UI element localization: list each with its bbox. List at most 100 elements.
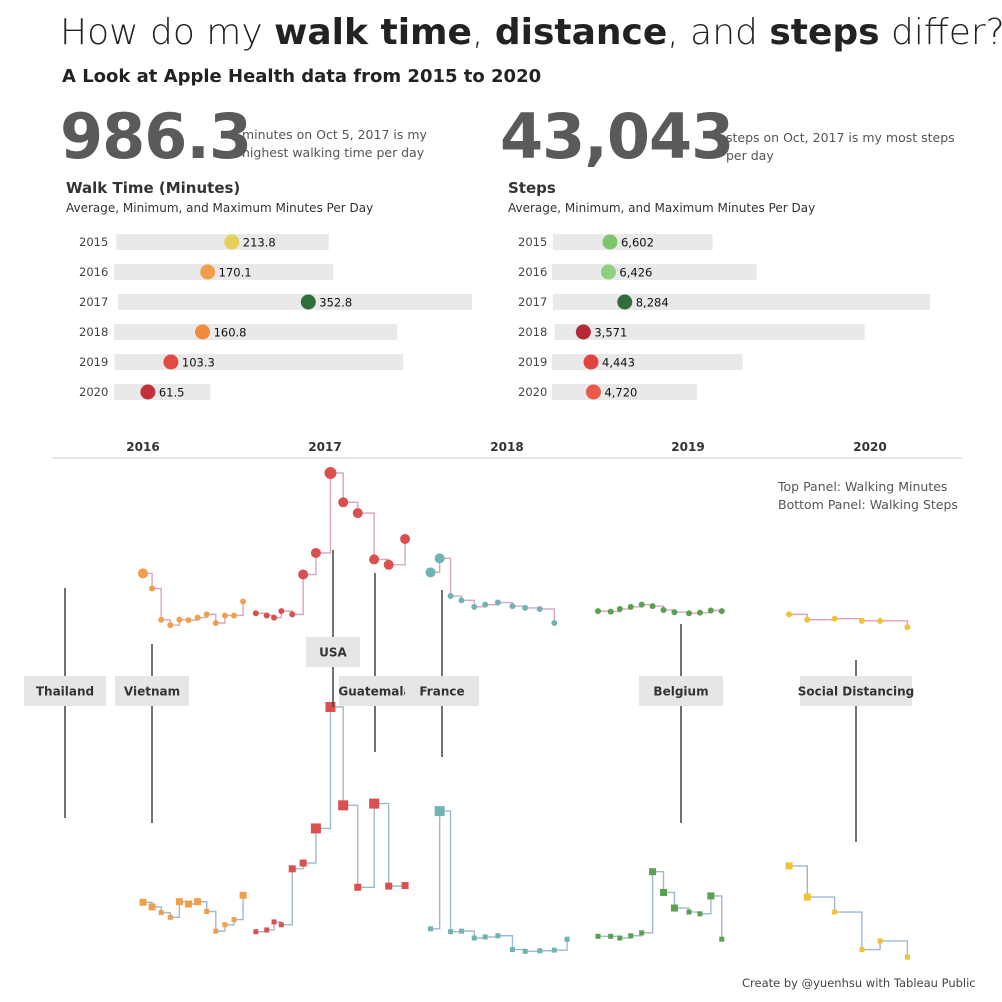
minutes-point	[324, 467, 337, 479]
steps-year-label: 2015	[518, 235, 547, 249]
annotation-box	[24, 676, 106, 706]
walk-avg-label: 213.8	[243, 236, 276, 250]
annotation-label: Social Distancing	[798, 685, 914, 699]
steps-point	[278, 922, 284, 928]
steps-point	[310, 823, 321, 834]
walk-panel-subtitle: Average, Minimum, and Maximum Minutes Pe…	[66, 201, 374, 215]
minutes-point	[616, 605, 623, 612]
axis-year-label: 2019	[671, 440, 704, 454]
steps-point	[639, 930, 645, 936]
annotation-box	[115, 676, 189, 706]
title-part-4: , and	[667, 12, 770, 53]
walk-kpi-value: 986.3	[60, 100, 252, 173]
steps-point	[185, 900, 192, 908]
minutes-point	[252, 610, 259, 617]
steps-point	[148, 903, 156, 911]
minutes-point	[167, 622, 174, 629]
minutes-point	[203, 611, 210, 618]
walk-avg-label: 61.5	[159, 386, 185, 400]
steps-avg-dot	[583, 354, 599, 370]
steps-point	[158, 910, 164, 916]
steps-point	[551, 947, 557, 953]
steps-avg-dot	[585, 384, 601, 400]
walk-range-bar	[114, 354, 404, 370]
steps-point	[448, 929, 454, 935]
title-part-0: How do my	[60, 12, 275, 53]
steps-point	[522, 948, 528, 954]
walk-avg-dot	[200, 264, 216, 280]
steps-point	[204, 909, 210, 915]
title-part-5: steps	[769, 12, 880, 53]
walk-panel-title: Walk Time (Minutes)	[66, 179, 241, 197]
steps-point	[175, 898, 183, 906]
steps-point	[194, 898, 202, 906]
minutes-step-line-2016	[143, 572, 244, 626]
steps-point	[877, 938, 883, 944]
minutes-point	[425, 567, 436, 578]
minutes-point	[176, 616, 183, 623]
steps-point	[628, 933, 634, 939]
annotation-box	[306, 637, 360, 667]
walk-year-label: 2015	[79, 235, 108, 249]
walk-avg-dot	[300, 294, 316, 310]
steps-kpi-desc-line2: per day	[726, 148, 774, 163]
steps-point	[385, 882, 393, 890]
steps-year-label: 2018	[518, 325, 547, 339]
minutes-point	[231, 612, 237, 619]
steps-point	[649, 868, 657, 876]
minutes-point	[660, 607, 667, 614]
annotation-label: Belgium	[653, 685, 708, 699]
annotation-label: USA	[319, 646, 347, 660]
walk-range-bar	[117, 294, 473, 310]
steps-point	[859, 947, 865, 953]
minutes-point	[447, 593, 454, 600]
title-part-2: ,	[471, 12, 495, 53]
steps-avg-dot	[600, 264, 616, 280]
steps-year-label: 2017	[518, 295, 547, 309]
steps-year-label: 2019	[518, 355, 547, 369]
minutes-point	[240, 598, 247, 605]
axis-year-label: 2017	[308, 440, 341, 454]
minutes-point	[494, 599, 501, 606]
steps-step-line-2019	[598, 870, 723, 940]
page-title: How do my walk time, distance, and steps…	[60, 12, 1002, 53]
minutes-point	[338, 497, 349, 508]
minutes-point	[786, 611, 793, 618]
title-part-3: distance	[494, 12, 668, 53]
steps-point	[222, 922, 228, 928]
steps-point	[253, 929, 259, 935]
steps-point	[239, 891, 247, 899]
steps-point	[471, 935, 477, 941]
minutes-point	[289, 611, 296, 618]
steps-step-line-2017	[255, 706, 406, 933]
minutes-point	[434, 553, 445, 564]
walk-kpi-desc-line1: minutes on Oct 5, 2017 is my	[242, 127, 427, 142]
minutes-point	[686, 610, 692, 617]
minutes-point	[904, 624, 911, 631]
steps-year-label: 2016	[518, 265, 547, 279]
steps-panel-title: Steps	[508, 179, 556, 197]
walk-avg-dot	[224, 234, 240, 250]
minutes-point	[509, 603, 516, 610]
steps-range-bar	[554, 324, 865, 340]
minutes-point	[551, 619, 558, 626]
minutes-point	[627, 603, 634, 610]
steps-point	[264, 927, 270, 933]
minutes-point	[696, 609, 703, 616]
minutes-point	[400, 533, 411, 544]
steps-avg-label: 8,284	[636, 296, 669, 310]
steps-point	[509, 947, 515, 953]
minutes-point	[263, 612, 270, 619]
walk-kpi-desc-line2: highest walking time per day	[242, 145, 425, 160]
steps-point	[139, 898, 147, 906]
steps-point	[213, 928, 219, 934]
minutes-point	[212, 619, 219, 626]
minutes-point	[149, 585, 156, 592]
steps-avg-dot	[617, 294, 633, 310]
timeline-note-bottom: Bottom Panel: Walking Steps	[778, 497, 958, 512]
steps-point	[707, 892, 715, 900]
steps-point	[354, 883, 362, 891]
annotation-label: Thailand	[36, 685, 94, 699]
walk-year-label: 2018	[79, 325, 108, 339]
